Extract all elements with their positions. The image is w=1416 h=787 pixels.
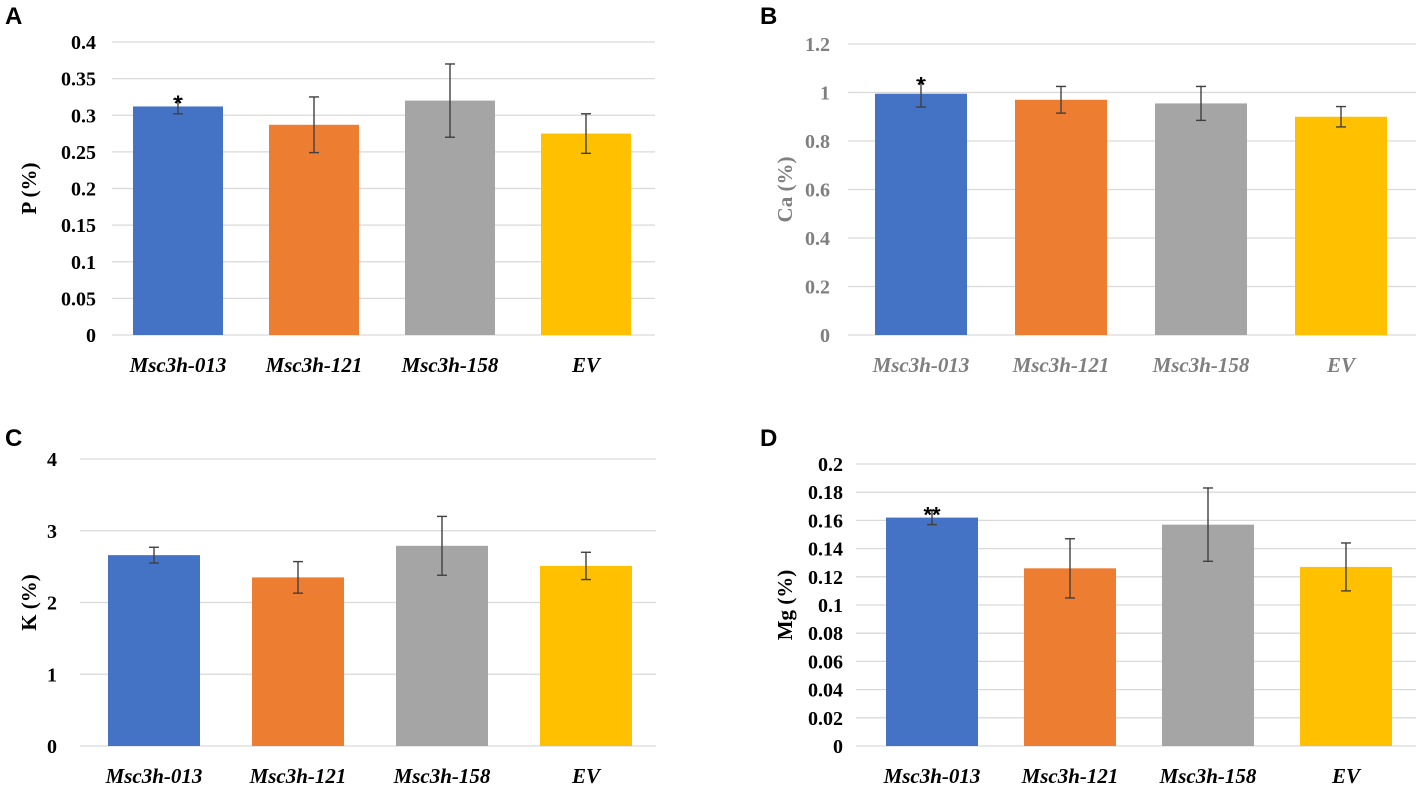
panel-a-significance-mark: * — [174, 91, 183, 116]
panel-a-y-tick-label: 0.05 — [61, 288, 96, 310]
panel-d-letter: D — [760, 425, 777, 452]
panel-a-letter: A — [5, 3, 22, 30]
panel-a-y-tick-label: 0.3 — [71, 105, 96, 127]
panel-d-category-label: Msc3h-013 — [883, 764, 981, 787]
panel-b-y-tick-label: 1.2 — [805, 34, 830, 56]
panel-b-bar-ev — [1295, 116, 1387, 335]
panel-a-bar-ev — [541, 133, 631, 335]
panel-d-y-tick-label: 0.1 — [818, 595, 843, 617]
panel-b-y-axis-label: Ca (%) — [773, 157, 797, 223]
panel-d-y-tick-label: 0.18 — [808, 482, 843, 504]
panel-a-y-tick-label: 0.25 — [61, 142, 96, 164]
panel-c-bar-msc3h-013 — [108, 555, 200, 746]
panel-a-bar-msc3h-158 — [405, 100, 495, 335]
panel-b-y-tick-label: 1 — [820, 83, 830, 105]
panel-b-category-label: EV — [1326, 353, 1357, 377]
panel-a-y-tick-label: 0.1 — [71, 252, 96, 274]
panel-a-y-tick-label: 0.35 — [61, 69, 96, 91]
panel-b-bar-msc3h-158 — [1155, 103, 1247, 335]
panel-b-y-tick-label: 0 — [820, 325, 830, 347]
panel-a-y-axis-label: P (%) — [17, 163, 41, 215]
panel-a-chart: A 0 0.05 0.1 0.15 0.2 0.25 0.3 0.35 0.4 P (%) * Msc3… — [5, 3, 655, 377]
panel-a-bar-msc3h-013 — [133, 106, 223, 336]
panel-b-category-label: Msc3h-013 — [872, 353, 970, 377]
panel-b-bar-msc3h-013 — [875, 93, 967, 336]
panel-b-y-tick-label: 0.8 — [805, 131, 830, 153]
panel-d-y-tick-label: 0.12 — [808, 567, 843, 589]
panel-b-y-tick-label: 0.4 — [805, 228, 830, 250]
panel-b-letter: B — [760, 3, 777, 30]
panel-c-category-label: Msc3h-121 — [249, 764, 347, 787]
panel-c-y-tick-label: 0 — [47, 736, 57, 758]
panel-a-y-tick-label: 0.15 — [61, 215, 96, 237]
panel-d-category-label: Msc3h-158 — [1159, 764, 1257, 787]
panel-c-y-tick-label: 2 — [47, 593, 57, 615]
panel-d-y-tick-label: 0.14 — [808, 539, 843, 561]
panel-d-bar-msc3h-013 — [886, 517, 978, 746]
panel-b-category-label: Msc3h-158 — [1152, 353, 1250, 377]
panel-c-chart: C 0 1 2 3 4 K (%) Msc3h-013 Msc3h-121 Msc3h-158 EV — [5, 425, 656, 787]
panel-c-bar-msc3h-121 — [252, 577, 344, 746]
panel-b-bar-msc3h-121 — [1015, 99, 1107, 336]
panel-d-y-tick-label: 0.16 — [808, 510, 843, 532]
panel-b-significance-mark: * — [917, 72, 926, 97]
panel-d-chart: D 0 0.02 0.04 0.06 0.08 0.1 0.12 0.14 0.16 0.18 0.2… — [760, 425, 1416, 787]
panel-d-bar-ev — [1300, 566, 1392, 746]
panel-d-y-tick-label: 0.06 — [808, 651, 843, 673]
panel-a-y-tick-label: 0.4 — [71, 32, 96, 54]
panel-d-y-tick-label: 0.08 — [808, 623, 843, 645]
panel-d-y-tick-label: 0.02 — [808, 708, 843, 730]
panel-d-y-axis-label: Mg (%) — [773, 570, 797, 641]
panel-a-category-label: Msc3h-121 — [265, 353, 363, 377]
panel-c-bar-ev — [540, 565, 632, 746]
panel-d-category-label: EV — [1331, 764, 1362, 787]
panel-a-category-label: Msc3h-158 — [401, 353, 499, 377]
panel-a-y-tick-label: 0.2 — [71, 179, 96, 201]
panel-c-y-axis-label: K (%) — [17, 574, 41, 631]
panel-d-y-tick-label: 0.2 — [818, 454, 843, 476]
panel-d-y-tick-label: 0 — [833, 736, 843, 758]
panel-d-significance-mark: ** — [923, 503, 941, 528]
panel-b-category-label: Msc3h-121 — [1012, 353, 1110, 377]
panel-b-chart: B 0 0.2 0.4 0.6 0.8 1 1.2 Ca (%) * Msc3h-013 Msc3h-… — [760, 3, 1416, 377]
panel-c-y-tick-label: 4 — [47, 449, 57, 471]
panel-c-letter: C — [5, 425, 22, 452]
panel-a-y-tick-label: 0 — [86, 325, 96, 347]
panel-a-category-label: Msc3h-013 — [129, 353, 227, 377]
panel-a-bar-msc3h-121 — [269, 124, 359, 336]
panel-b-y-tick-label: 0.2 — [805, 277, 830, 299]
panel-c-y-tick-label: 1 — [47, 664, 57, 686]
panel-b-y-tick-label: 0.6 — [805, 180, 830, 202]
panel-d-y-tick-label: 0.04 — [808, 680, 843, 702]
panel-c-category-label: EV — [571, 764, 602, 787]
panel-d-category-label: Msc3h-121 — [1021, 764, 1119, 787]
panel-c-category-label: Msc3h-158 — [393, 764, 491, 787]
panel-c-y-tick-label: 3 — [47, 521, 57, 543]
panel-c-category-label: Msc3h-013 — [105, 764, 203, 787]
panel-c-bar-msc3h-158 — [396, 545, 488, 746]
panel-a-category-label: EV — [571, 353, 602, 377]
